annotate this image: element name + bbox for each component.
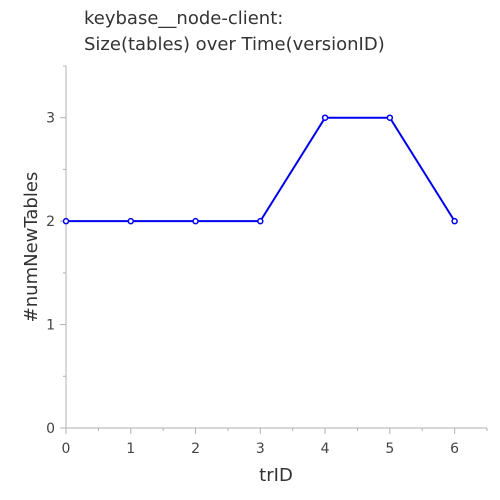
y-axis-ticks: 0 1 2 3 [46, 65, 66, 437]
series-layer [62, 114, 458, 225]
chart-title-line-2: Size(tables) over Time(versionID) [84, 34, 385, 55]
x-tick-label: 3 [256, 441, 265, 457]
data-point [321, 114, 329, 121]
data-point [192, 217, 199, 225]
y-axis-title: #numNewTables [21, 172, 42, 323]
x-tick-label: 0 [62, 441, 71, 457]
data-point [257, 217, 264, 225]
x-tick-label: 6 [450, 441, 459, 457]
data-point [386, 114, 394, 121]
data-point [451, 217, 458, 225]
y-tick-label: 2 [46, 214, 55, 230]
chart-title-line-1: keybase__node-client: [84, 8, 283, 29]
y-tick-label: 3 [46, 111, 55, 127]
data-point [62, 217, 70, 225]
x-tick-label: 1 [126, 441, 135, 457]
x-axis-title: trID [259, 465, 293, 486]
x-tick-label: 5 [385, 441, 394, 457]
series-line [66, 116, 456, 223]
chart-title: keybase__node-client: Size(tables) over … [84, 8, 385, 55]
data-point [127, 217, 135, 225]
y-tick-label: 1 [46, 318, 55, 334]
x-axis-ticks: 0 1 2 3 4 5 6 [62, 428, 488, 457]
x-tick-label: 4 [321, 441, 330, 457]
x-tick-label: 2 [191, 441, 200, 457]
y-tick-label: 0 [46, 421, 55, 437]
